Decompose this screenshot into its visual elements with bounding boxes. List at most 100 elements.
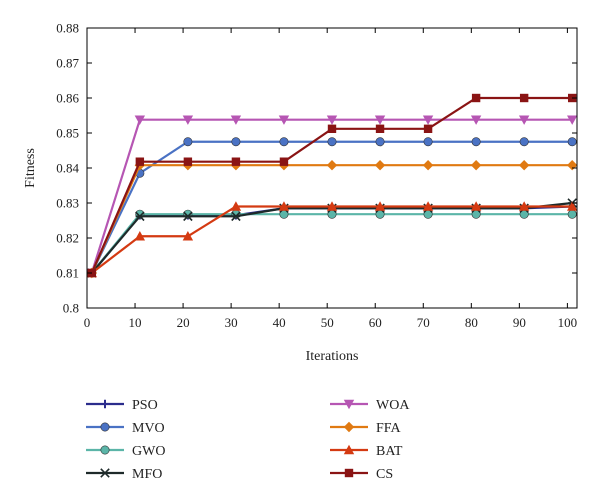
data-point-ffa: [422, 160, 434, 171]
data-point-mvo: [567, 137, 577, 147]
data-point-ffa: [566, 160, 578, 171]
legend-item-cs: CS: [330, 467, 393, 482]
data-point-ffa: [374, 160, 386, 171]
legend-item-ffa: FFA: [330, 421, 402, 436]
y-tick-label: 0.82: [56, 231, 79, 246]
data-point-cs: [519, 93, 529, 103]
data-point-mfo: [135, 211, 145, 222]
legend-label: MVO: [132, 421, 165, 436]
series-gwo: [87, 209, 577, 278]
legend-label: GWO: [132, 444, 165, 459]
data-point-mvo: [423, 137, 433, 147]
x-tick-label: 60: [369, 315, 382, 330]
data-point-gwo: [567, 209, 577, 219]
legend-item-mfo: MFO: [86, 467, 162, 482]
legend-swatch-marker: [100, 422, 110, 432]
axes: 0.8 0.81 0.82 0.83 0.84 0.85 0.86 0.87 0.88 0 10 20…: [56, 21, 578, 330]
data-point-woa: [566, 115, 578, 125]
x-tick-label: 40: [273, 315, 286, 330]
data-point-bat: [230, 201, 242, 211]
data-point-mvo: [279, 137, 289, 147]
legend-label: WOA: [376, 398, 410, 413]
x-tick-label: 50: [321, 315, 334, 330]
data-point-woa: [470, 115, 482, 125]
legend: PSO MVO GWO MFO WOA FFA BAT CS: [86, 398, 410, 482]
data-point-woa: [182, 115, 194, 125]
legend-label: PSO: [132, 398, 158, 413]
x-tick-label: 30: [225, 315, 238, 330]
data-point-bat: [182, 231, 194, 241]
data-point-woa: [326, 115, 338, 125]
y-tick-label: 0.85: [56, 126, 79, 141]
data-point-woa: [278, 115, 290, 125]
y-tick-label: 0.83: [56, 196, 79, 211]
legend-swatch-marker: [100, 468, 110, 478]
data-point-ffa: [518, 160, 530, 171]
legend-swatch-marker: [343, 421, 355, 433]
legend-item-mvo: MVO: [86, 421, 165, 436]
legend-swatch-marker: [344, 468, 354, 478]
y-tick-label: 0.81: [56, 266, 79, 281]
data-point-ffa: [470, 160, 482, 171]
series-line-gwo: [90, 213, 573, 274]
legend-label: MFO: [132, 467, 162, 482]
data-point-mvo: [231, 137, 241, 147]
legend-swatch-marker: [343, 444, 355, 455]
data-point-bat: [470, 201, 482, 211]
data-point-cs: [279, 157, 289, 166]
data-point-woa: [374, 115, 386, 125]
data-point-cs: [231, 157, 241, 166]
data-point-cs: [375, 124, 385, 133]
data-point-mvo: [471, 137, 481, 147]
y-tick-label: 0.87: [56, 56, 79, 71]
x-tick-label: 0: [84, 315, 91, 330]
x-axis-title: Iterations: [306, 349, 359, 364]
data-point-bat: [326, 201, 338, 211]
data-point-bat: [422, 201, 434, 211]
data-point-mfo: [183, 211, 193, 222]
x-tick-label: 20: [177, 315, 190, 330]
x-tick-label: 10: [129, 315, 142, 330]
legend-item-gwo: GWO: [86, 444, 165, 459]
series-line-ffa: [90, 164, 573, 274]
data-point-bat: [566, 201, 578, 211]
data-point-woa: [134, 115, 146, 125]
data-point-cs: [423, 124, 433, 133]
data-point-cs: [135, 157, 145, 166]
data-point-bat: [518, 201, 530, 211]
x-tick-label: 80: [465, 315, 478, 330]
y-tick-label: 0.8: [63, 301, 79, 316]
x-tick-label: 90: [513, 315, 526, 330]
data-point-cs: [183, 157, 193, 166]
data-point-mvo: [375, 137, 385, 147]
y-tick-label: 0.84: [56, 161, 79, 176]
data-point-mvo: [327, 137, 337, 147]
legend-item-bat: BAT: [330, 444, 403, 459]
x-tick-label: 100: [558, 315, 578, 330]
legend-swatch-marker: [343, 399, 355, 410]
data-point-mvo: [519, 137, 529, 147]
data-point-woa: [518, 115, 530, 125]
legend-swatch-marker: [100, 445, 110, 455]
data-point-woa: [422, 115, 434, 125]
plot-area: [86, 93, 578, 279]
data-point-ffa: [326, 160, 338, 171]
y-tick-label: 0.88: [56, 21, 79, 36]
legend-swatch-marker: [100, 399, 110, 409]
data-point-woa: [230, 115, 242, 125]
legend-label: CS: [376, 467, 393, 482]
series-ffa: [86, 160, 578, 279]
data-point-bat: [134, 231, 146, 241]
data-point-mvo: [183, 137, 193, 147]
y-axis-title: Fitness: [23, 148, 38, 188]
legend-label: FFA: [376, 421, 402, 436]
data-point-cs: [327, 124, 337, 133]
x-tick-label: 70: [417, 315, 430, 330]
data-point-bat: [374, 201, 386, 211]
y-tick-label: 0.86: [56, 91, 79, 106]
data-point-cs: [471, 93, 481, 103]
legend-item-pso: PSO: [86, 398, 158, 413]
data-point-bat: [278, 201, 290, 211]
legend-item-woa: WOA: [330, 398, 410, 413]
